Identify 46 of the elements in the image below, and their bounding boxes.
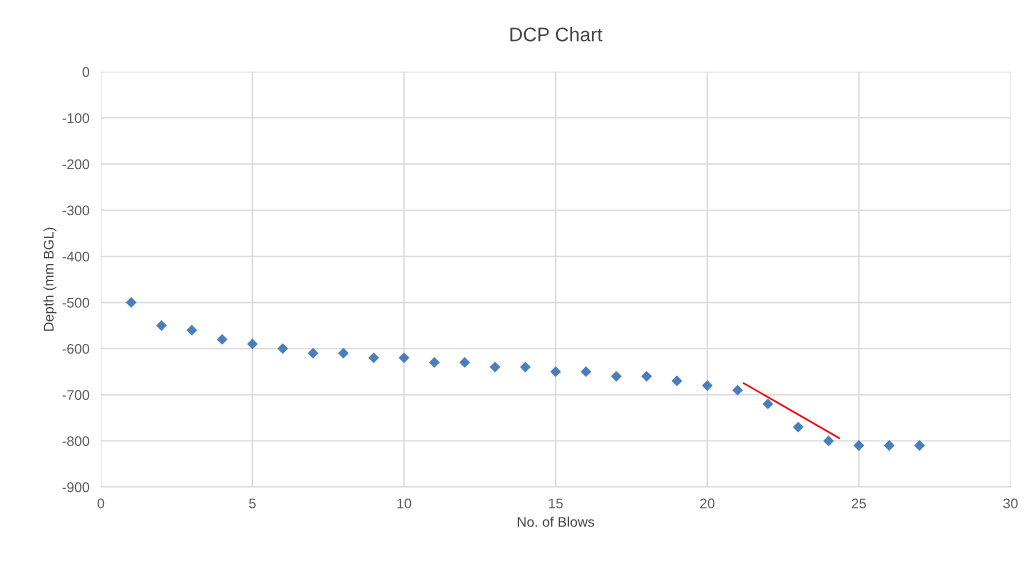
- chart-title: DCP Chart: [510, 27, 603, 42]
- point: [186, 324, 198, 336]
- point: [398, 352, 410, 364]
- point: [519, 361, 531, 373]
- y-tick-label: -300: [62, 205, 90, 216]
- x-tick-label: 5: [249, 498, 256, 509]
- point: [792, 421, 804, 433]
- point: [307, 347, 319, 359]
- point: [459, 357, 471, 368]
- point: [762, 398, 774, 410]
- point: [914, 440, 925, 451]
- y-tick-label: -200: [62, 159, 90, 170]
- y-tick-label: -100: [62, 113, 90, 124]
- y-tick-label: -700: [62, 390, 90, 400]
- x-tick-label: 15: [549, 498, 563, 509]
- point: [853, 440, 865, 451]
- x-tick-label: 20: [700, 498, 715, 509]
- x-tick-label: 25: [851, 498, 867, 509]
- point: [580, 366, 592, 378]
- x-tick-label: 0: [97, 498, 105, 509]
- point: [338, 347, 349, 359]
- point: [671, 375, 683, 387]
- point: [701, 380, 713, 391]
- point: [125, 297, 137, 308]
- x-axis-title: No. of Blows: [517, 516, 595, 527]
- point: [732, 384, 743, 396]
- point: [641, 370, 652, 382]
- point: [216, 334, 228, 345]
- point: [550, 366, 562, 378]
- y-tick-label: -900: [62, 482, 90, 493]
- y-tick-label: -600: [62, 343, 90, 354]
- point: [429, 357, 440, 368]
- point: [610, 370, 622, 382]
- point: [368, 352, 380, 364]
- point: [277, 343, 289, 354]
- point: [156, 320, 167, 331]
- y-tick-label: -800: [62, 436, 90, 447]
- point: [489, 361, 501, 373]
- y-tick-label: -400: [62, 251, 90, 262]
- x-tick-label: 10: [397, 498, 412, 509]
- x-tick-label: 30: [1003, 498, 1018, 509]
- point: [883, 440, 895, 451]
- y-tick-label: 0: [82, 67, 90, 77]
- y-tick-label: -500: [62, 297, 90, 308]
- y-axis-title: Depth (mm BGL): [43, 227, 57, 331]
- point: [823, 435, 834, 447]
